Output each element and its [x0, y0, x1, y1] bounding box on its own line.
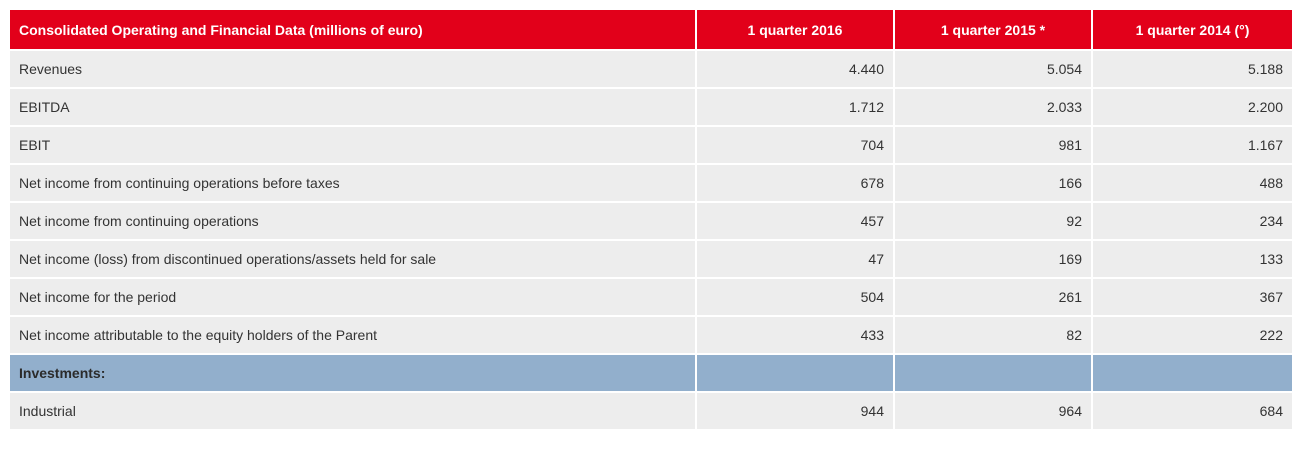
cell-value	[696, 354, 895, 393]
section-label-investments: Investments:	[10, 354, 697, 393]
table-row: Net income for the period 504 261 367	[10, 278, 1292, 317]
cell-value: 5.054	[894, 50, 1093, 89]
cell-value: 678	[696, 164, 895, 203]
cell-value: 1.167	[1092, 126, 1292, 165]
row-label: EBIT	[10, 126, 697, 165]
cell-value: 2.033	[894, 88, 1093, 127]
table-row: Net income attributable to the equity ho…	[10, 316, 1292, 355]
cell-value: 47	[696, 240, 895, 279]
table-row: Net income (loss) from discontinued oper…	[10, 240, 1292, 279]
cell-value: 981	[894, 126, 1093, 165]
financial-data-table-container: Consolidated Operating and Financial Dat…	[10, 10, 1292, 431]
section-header-row: Investments:	[10, 354, 1292, 393]
row-label: EBITDA	[10, 88, 697, 127]
cell-value: 92	[894, 202, 1093, 241]
financial-data-table: Consolidated Operating and Financial Dat…	[10, 10, 1292, 431]
column-header-q1-2015: 1 quarter 2015 *	[894, 10, 1093, 51]
table-row: Industrial 944 964 684	[10, 392, 1292, 431]
row-label: Net income from continuing operations be…	[10, 164, 697, 203]
row-label: Industrial	[10, 392, 697, 431]
cell-value: 367	[1092, 278, 1292, 317]
cell-value: 234	[1092, 202, 1292, 241]
cell-value: 433	[696, 316, 895, 355]
cell-value: 166	[894, 164, 1093, 203]
row-label: Net income (loss) from discontinued oper…	[10, 240, 697, 279]
column-header-q1-2014: 1 quarter 2014 (°)	[1092, 10, 1292, 51]
cell-value: 222	[1092, 316, 1292, 355]
table-row: EBITDA 1.712 2.033 2.200	[10, 88, 1292, 127]
cell-value: 964	[894, 392, 1093, 431]
cell-value: 5.188	[1092, 50, 1292, 89]
table-row: Net income from continuing operations be…	[10, 164, 1292, 203]
cell-value: 457	[696, 202, 895, 241]
row-label: Revenues	[10, 50, 697, 89]
cell-value: 488	[1092, 164, 1292, 203]
column-header-description: Consolidated Operating and Financial Dat…	[10, 10, 697, 51]
table-row: Revenues 4.440 5.054 5.188	[10, 50, 1292, 89]
column-header-q1-2016: 1 quarter 2016	[696, 10, 895, 51]
table-header-row: Consolidated Operating and Financial Dat…	[10, 10, 1292, 51]
row-label: Net income from continuing operations	[10, 202, 697, 241]
cell-value: 1.712	[696, 88, 895, 127]
cell-value	[1092, 354, 1292, 393]
cell-value	[894, 354, 1093, 393]
table-row: EBIT 704 981 1.167	[10, 126, 1292, 165]
table-row: Net income from continuing operations 45…	[10, 202, 1292, 241]
cell-value: 169	[894, 240, 1093, 279]
cell-value: 504	[696, 278, 895, 317]
cell-value: 684	[1092, 392, 1292, 431]
cell-value: 4.440	[696, 50, 895, 89]
cell-value: 82	[894, 316, 1093, 355]
cell-value: 704	[696, 126, 895, 165]
row-label: Net income attributable to the equity ho…	[10, 316, 697, 355]
row-label: Net income for the period	[10, 278, 697, 317]
cell-value: 944	[696, 392, 895, 431]
cell-value: 261	[894, 278, 1093, 317]
cell-value: 133	[1092, 240, 1292, 279]
cell-value: 2.200	[1092, 88, 1292, 127]
